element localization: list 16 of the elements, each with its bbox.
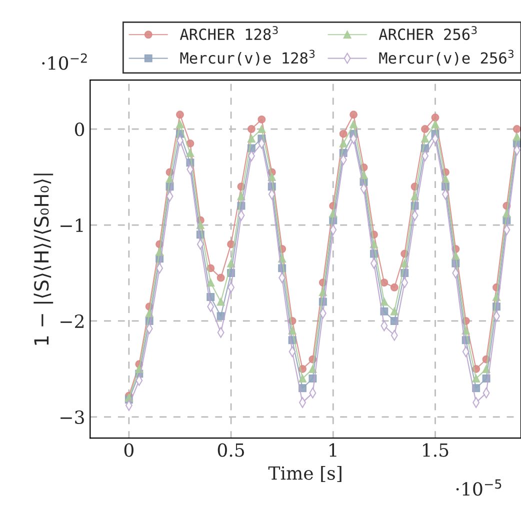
text: ·10$^{−5}$ [456, 479, 502, 496]
y-tick-label: −1 [60, 218, 83, 232]
legend-label: ARCHER 128$^{3}$ [180, 26, 278, 40]
y-tick-label: −3 [60, 410, 84, 424]
x-tick-label: 1.5 [423, 443, 448, 457]
y-axis-title: 1 − |⟨S⟩⟨H⟩/⟨S₀H₀⟩| [34, 174, 54, 345]
x-axis-title: Time [s] [268, 466, 342, 482]
legend-label: Mercur(v)e 256$^{3}$ [379, 50, 514, 66]
x-tick-label: 1 [330, 443, 336, 457]
y-tick-label: 0 [74, 122, 84, 136]
legend-label: Mercur(v)e 128$^{3}$ [180, 50, 315, 66]
y-tick-label: −2 [60, 314, 84, 328]
x-tick-label: 0.5 [218, 443, 244, 457]
x-tick-label: 0 [124, 443, 134, 457]
text: ·10$^{−2}$ [42, 53, 87, 70]
legend-label: ARCHER 256$^{3}$ [378, 26, 477, 40]
